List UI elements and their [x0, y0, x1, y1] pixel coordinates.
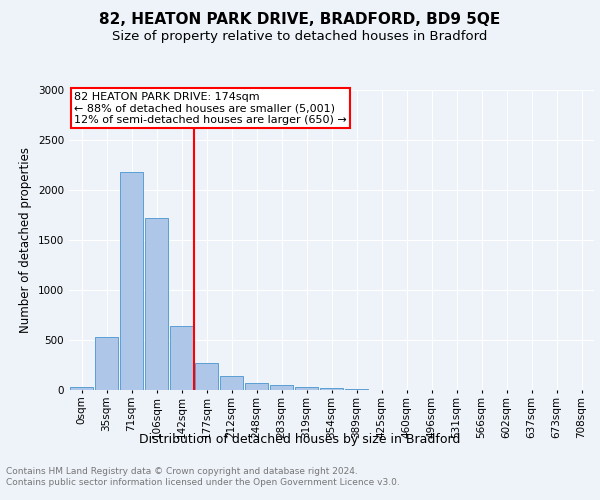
Text: 82, HEATON PARK DRIVE, BRADFORD, BD9 5QE: 82, HEATON PARK DRIVE, BRADFORD, BD9 5QE	[100, 12, 500, 28]
Bar	[95, 337, 118, 390]
Bar	[245, 383, 268, 390]
Y-axis label: Number of detached properties: Number of detached properties	[19, 147, 32, 333]
Bar	[120, 172, 143, 390]
Text: Size of property relative to detached houses in Bradford: Size of property relative to detached ho…	[112, 30, 488, 43]
Bar	[195, 363, 218, 390]
Bar	[70, 387, 93, 390]
Text: Distribution of detached houses by size in Bradford: Distribution of detached houses by size …	[139, 432, 461, 446]
Bar	[170, 326, 193, 390]
Bar	[295, 386, 318, 390]
Bar	[345, 389, 368, 390]
Text: 82 HEATON PARK DRIVE: 174sqm
← 88% of detached houses are smaller (5,001)
12% of: 82 HEATON PARK DRIVE: 174sqm ← 88% of de…	[74, 92, 347, 124]
Bar	[320, 388, 343, 390]
Text: Contains HM Land Registry data © Crown copyright and database right 2024.
Contai: Contains HM Land Registry data © Crown c…	[6, 468, 400, 487]
Bar	[270, 384, 293, 390]
Bar	[220, 376, 243, 390]
Bar	[145, 218, 168, 390]
